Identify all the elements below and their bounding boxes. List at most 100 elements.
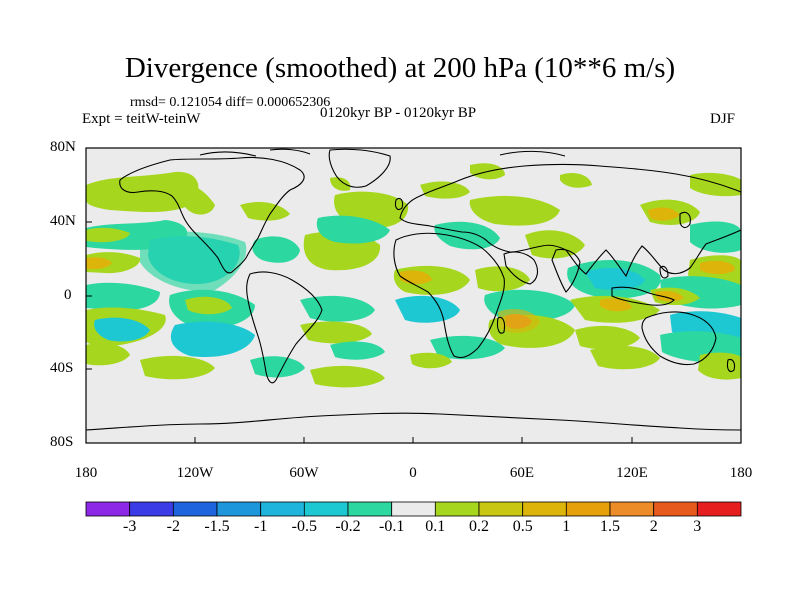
field-patch — [140, 231, 247, 291]
colorbar-label: -0.5 — [291, 518, 317, 535]
madagascar-outline — [496, 316, 506, 334]
field-patch — [170, 321, 255, 358]
colorbar-swatch — [434, 501, 480, 517]
field-patch — [330, 177, 351, 191]
colorbar-label: -1 — [254, 518, 268, 535]
north-america-outline — [119, 156, 305, 274]
field-patch — [240, 201, 290, 221]
colorbar-swatch — [260, 501, 305, 517]
season-label: DJF — [710, 111, 736, 127]
colorbar-swatch — [129, 501, 174, 517]
field-patch — [86, 343, 130, 366]
field-patch — [690, 221, 741, 253]
colorbar-label: -3 — [123, 518, 137, 535]
lon-label: 180 — [74, 465, 98, 481]
lon-label: 60W — [289, 465, 319, 481]
field-patch — [140, 355, 215, 380]
lat-label: 80S — [50, 434, 74, 450]
field-patch — [469, 195, 560, 226]
field-patch — [316, 215, 390, 244]
uk-outline — [394, 197, 404, 211]
axis-ticks — [85, 147, 742, 444]
colorbar-swatch — [347, 501, 393, 517]
field-patch — [94, 317, 150, 342]
colorbar-label: 1 — [562, 518, 571, 535]
colorbar-swatch — [216, 501, 262, 517]
field-patch — [575, 325, 640, 350]
field-patch — [330, 341, 385, 360]
colorbar-swatch — [391, 501, 436, 517]
field-patch — [410, 352, 452, 369]
lat-label: 40S — [50, 360, 74, 376]
map-plot-area — [85, 147, 742, 444]
colorbar-swatch — [609, 501, 655, 517]
colorbar-label: 0.2 — [469, 518, 489, 535]
colorbar-swatch — [696, 501, 742, 517]
field-patch — [300, 321, 372, 344]
field-patch — [252, 236, 300, 263]
colorbar-swatch — [565, 501, 611, 517]
field-patch — [690, 172, 741, 197]
field-patch — [86, 257, 112, 270]
field-patch — [498, 309, 540, 333]
field-patch — [434, 221, 500, 250]
arctic-islands-outline — [199, 148, 566, 157]
field-patch — [655, 290, 684, 302]
colorbar-label: -0.1 — [379, 518, 405, 535]
field-patch — [86, 282, 160, 311]
period-label: 0120kyr BP - 0120kyr BP — [320, 105, 477, 121]
colorbar-swatch — [653, 501, 698, 517]
south-asia-outline — [503, 251, 539, 285]
field-patch — [700, 260, 735, 275]
colorbar-swatch — [303, 501, 349, 517]
lon-label: 120E — [616, 465, 648, 481]
field-patch — [395, 295, 460, 323]
colorbar-label: 1.5 — [600, 518, 620, 535]
south-america-outline — [246, 271, 323, 384]
divergence-fill-layer — [86, 163, 741, 388]
colorbar — [85, 501, 742, 517]
colorbar-label: -2 — [166, 518, 180, 535]
field-patch — [86, 227, 130, 243]
indonesia-outline — [611, 286, 675, 306]
australia-outline — [641, 311, 717, 366]
colorbar-label: 0.5 — [512, 518, 533, 535]
japan-outline — [679, 211, 691, 229]
lon-label: 60E — [509, 465, 535, 481]
field-patch — [185, 296, 232, 315]
field-patch — [310, 365, 385, 388]
philippines-outline — [659, 265, 669, 279]
colorbar-label: 3 — [693, 518, 702, 535]
field-patch — [420, 181, 470, 199]
colorbar-label: 2 — [649, 518, 658, 535]
field-patch — [430, 335, 505, 360]
coastlines — [86, 148, 741, 431]
field-patch — [590, 345, 660, 370]
colorbar-swatch — [172, 501, 218, 517]
colorbar-label: 0.1 — [425, 518, 446, 535]
lon-label: 180 — [729, 465, 753, 481]
antarctica-outline — [86, 412, 741, 431]
field-patch — [585, 267, 645, 290]
field-patch — [648, 207, 680, 221]
colorbar-label: -0.2 — [335, 518, 361, 535]
colorbar-label: -1.5 — [204, 518, 230, 535]
lon-label: 0 — [409, 465, 417, 481]
new-zealand-outline — [726, 358, 736, 373]
colorbar-swatch — [85, 501, 131, 517]
eurasia-outline — [399, 163, 741, 278]
colorbar-swatch — [478, 501, 524, 517]
field-patch — [174, 183, 215, 215]
greenland-outline — [328, 148, 391, 188]
map-title: Divergence (smoothed) at 200 hPa (10**6 … — [124, 52, 676, 84]
stats-text: rmsd= 0.121054 diff= 0.000652306 — [130, 95, 331, 110]
lon-label: 120W — [176, 465, 214, 481]
colorbar-swatch — [522, 501, 567, 517]
lat-label: 0 — [64, 287, 72, 303]
lat-label: 40N — [50, 213, 76, 229]
field-patch — [560, 173, 592, 188]
lat-label: 80N — [50, 139, 76, 155]
india-outline — [551, 248, 581, 293]
experiment-label: Expt = teitW-teinW — [82, 111, 201, 127]
